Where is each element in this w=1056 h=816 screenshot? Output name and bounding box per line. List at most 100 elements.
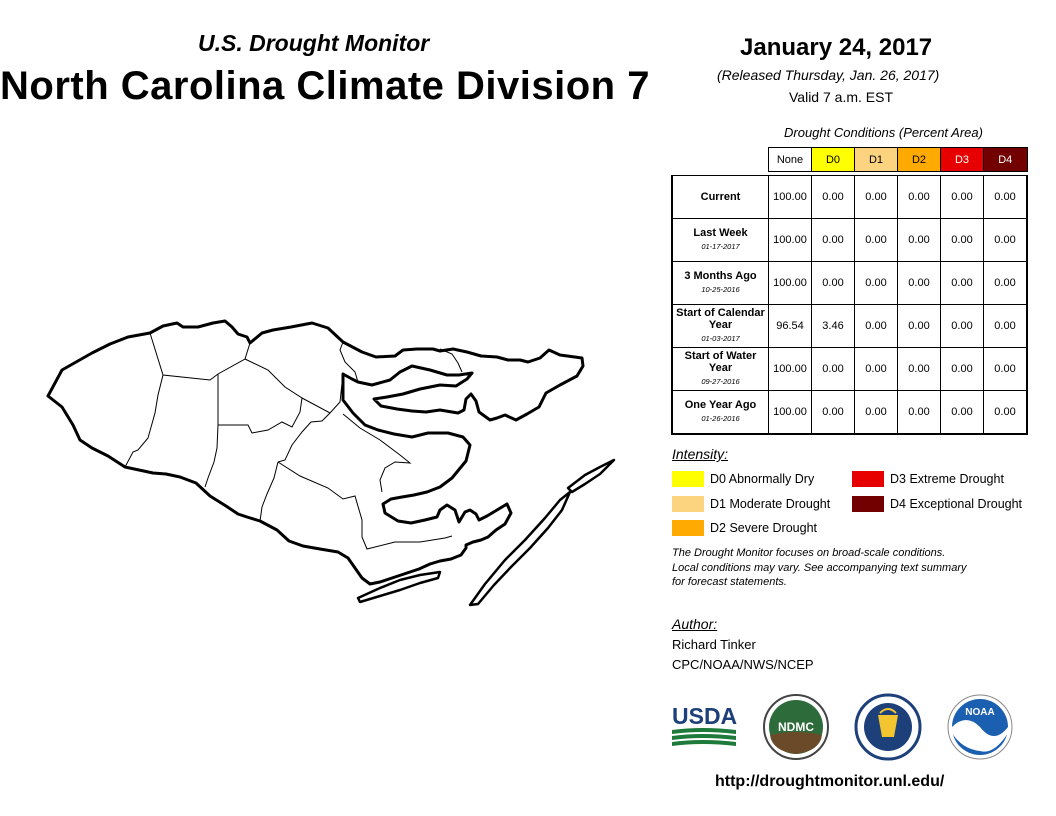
legend-swatch	[852, 471, 884, 487]
cell-value: 0.00	[811, 175, 855, 219]
usda-logo: USDA	[672, 703, 737, 746]
cell-value: 0.00	[940, 175, 984, 219]
row-date: 09-27-2016	[701, 377, 740, 386]
col-header-d4: D4	[983, 147, 1028, 172]
drought-conditions-table: None D0 D1 D2 D3 D4 Current 100.00 0.00 0.0…	[671, 147, 1028, 435]
cell-value: 0.00	[983, 304, 1028, 348]
county-line	[439, 348, 463, 373]
map-title: North Carolina Climate Division 7	[0, 64, 650, 108]
county-line	[339, 341, 359, 383]
cell-value: 0.00	[811, 390, 855, 435]
cell-value: 100.00	[768, 218, 812, 262]
cell-value: 0.00	[897, 175, 941, 219]
county-line	[259, 461, 279, 522]
legend-swatch	[672, 496, 704, 512]
cell-value: 0.00	[854, 390, 898, 435]
row-date: 01-17-2017	[701, 242, 740, 251]
row-label: One Year Ago 01-26-2016	[671, 390, 769, 435]
row-label: Last Week 01-17-2017	[671, 218, 769, 262]
cell-value: 3.46	[811, 304, 855, 348]
cell-value: 96.54	[768, 304, 812, 348]
table-row: 3 Months Ago 10-25-2016 100.00 0.00 0.00 0.00…	[671, 261, 1028, 305]
website-url[interactable]: http://droughtmonitor.unl.edu/	[715, 773, 945, 790]
cell-value: 0.00	[897, 347, 941, 391]
row-label: Current	[671, 175, 769, 219]
cell-value: 100.00	[768, 261, 812, 305]
legend-label: D4 Exceptional Drought	[890, 497, 1023, 511]
cell-value: 0.00	[940, 390, 984, 435]
ndmc-logo-text: NDMC	[778, 720, 814, 734]
cell-value: 0.00	[811, 261, 855, 305]
cell-value: 0.00	[897, 261, 941, 305]
row-label: Start of Calendar Year 01-03-2017	[671, 304, 769, 348]
table-row: Last Week 01-17-2017 100.00 0.00 0.00 0.00 0.0…	[671, 218, 1028, 262]
row-label-text: One Year Ago	[684, 399, 757, 411]
col-header-d1: D1	[854, 147, 898, 172]
legend-swatch	[672, 471, 704, 487]
col-header-none: None	[768, 147, 812, 172]
table-row: Start of Water Year 09-27-2016 100.00 0.00 0…	[671, 347, 1028, 391]
author-name: Richard Tinker	[672, 637, 756, 652]
row-label-text: Last Week	[693, 227, 748, 239]
noaa-logo: NOAA	[947, 694, 1013, 760]
table-corner	[672, 148, 769, 172]
county-line	[277, 412, 331, 463]
county-line	[204, 424, 219, 488]
legend-item-d0: D0 Abnormally Dry	[672, 471, 814, 487]
row-label-text: Start of Calendar Year	[676, 307, 765, 331]
table-header-row: None D0 D1 D2 D3 D4	[672, 147, 1028, 172]
county-line	[342, 413, 412, 493]
author-org: CPC/NOAA/NWS/NCEP	[672, 657, 814, 672]
barrier-island-2	[356, 570, 442, 604]
row-label-text: 3 Months Ago	[684, 270, 757, 282]
county-line	[301, 373, 344, 414]
legend-swatch	[852, 496, 884, 512]
table-row: One Year Ago 01-26-2016 100.00 0.00 0.00 0.00…	[671, 390, 1028, 435]
cell-value: 0.00	[854, 175, 898, 219]
cell-value: 100.00	[768, 175, 812, 219]
doc-seal-logo	[854, 693, 922, 761]
county-line	[124, 374, 164, 468]
cell-value: 0.00	[811, 347, 855, 391]
cell-value: 100.00	[768, 390, 812, 435]
noaa-logo-text: NOAA	[965, 707, 994, 718]
ndmc-logo: NDMC	[763, 694, 829, 760]
cell-value: 100.00	[768, 347, 812, 391]
cell-value: 0.00	[983, 175, 1028, 219]
legend-item-d3: D3 Extreme Drought	[852, 471, 1004, 487]
legend-label: D3 Extreme Drought	[890, 472, 1004, 486]
row-date: 01-26-2016	[701, 414, 740, 423]
cell-value: 0.00	[897, 390, 941, 435]
disclaimer-note: The Drought Monitor focuses on broad-sca…	[672, 546, 1022, 590]
legend-item-d2: D2 Severe Drought	[672, 520, 817, 536]
legend-label: D2 Severe Drought	[710, 521, 818, 535]
cell-value: 0.00	[897, 304, 941, 348]
legend-item-d1: D1 Moderate Drought	[672, 496, 830, 512]
cell-value: 0.00	[983, 218, 1028, 262]
row-label: 3 Months Ago 10-25-2016	[671, 261, 769, 305]
division-map	[46, 319, 616, 607]
cell-value: 0.00	[983, 390, 1028, 435]
row-label: Start of Water Year 09-27-2016	[671, 347, 769, 391]
map-subtitle: U.S. Drought Monitor	[198, 30, 430, 56]
legend-title: Intensity:	[672, 446, 729, 462]
cell-value: 0.00	[854, 304, 898, 348]
cell-value: 0.00	[897, 218, 941, 262]
county-line	[277, 461, 453, 550]
table-row: Current 100.00 0.00 0.00 0.00 0.00 0.00	[671, 175, 1028, 219]
map-date: January 24, 2017	[740, 34, 933, 61]
valid-time: Valid 7 a.m. EST	[789, 89, 894, 105]
cell-value: 0.00	[940, 261, 984, 305]
cell-value: 0.00	[983, 261, 1028, 305]
barrier-island-1	[468, 490, 572, 607]
col-header-d3: D3	[940, 147, 984, 172]
legend-label: D0 Abnormally Dry	[710, 472, 815, 486]
legend-swatch	[672, 520, 704, 536]
cell-value: 0.00	[940, 218, 984, 262]
county-line	[149, 332, 251, 381]
cell-value: 0.00	[854, 347, 898, 391]
col-header-d0: D0	[811, 147, 855, 172]
division-outline	[46, 319, 585, 586]
table-title: Drought Conditions (Percent Area)	[784, 125, 983, 140]
cell-value: 0.00	[854, 261, 898, 305]
